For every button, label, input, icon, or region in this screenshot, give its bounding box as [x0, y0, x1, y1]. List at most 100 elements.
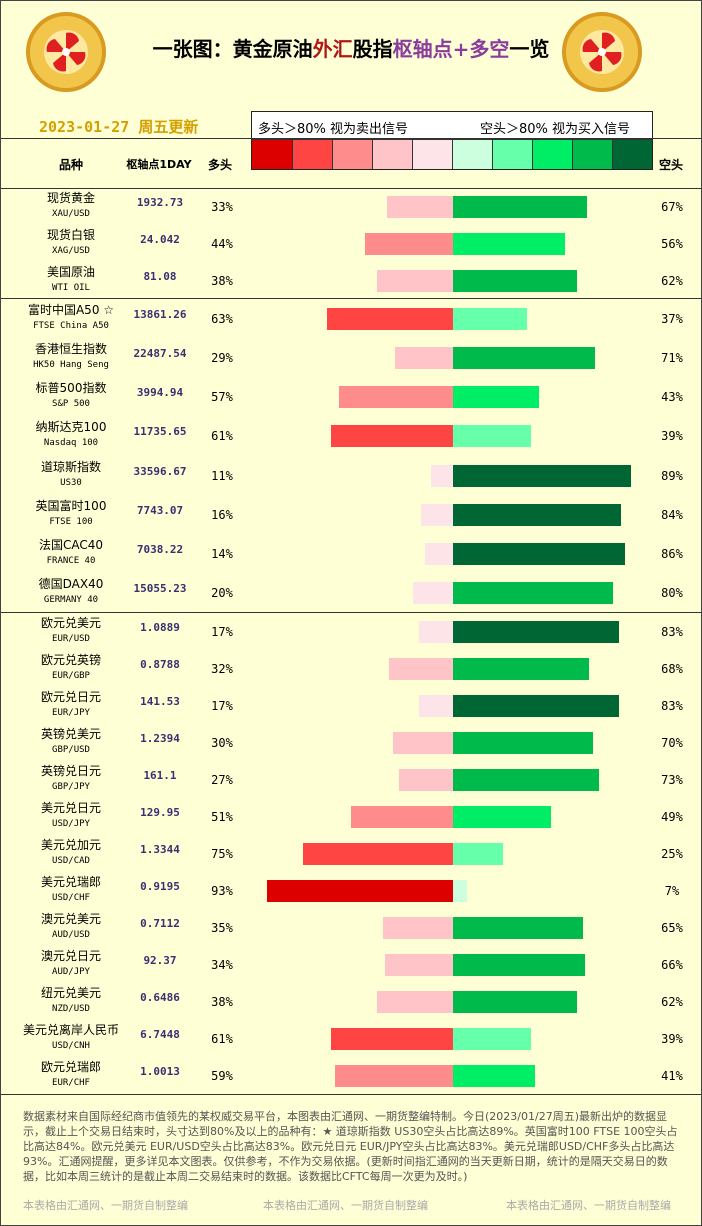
short-bar — [453, 620, 619, 643]
short-bar — [453, 582, 613, 605]
divider — [1, 138, 701, 139]
short-bar — [453, 386, 539, 409]
group-divider — [1, 298, 701, 299]
long-pct: 38% — [211, 994, 233, 1009]
legend-swatch — [492, 139, 532, 169]
instrument-code: GBP/USD — [52, 744, 90, 755]
long-bar — [413, 582, 453, 605]
pivot-value: 1.0013 — [140, 1064, 180, 1078]
legend-swatch — [452, 139, 492, 169]
pivot-value: 141.53 — [140, 694, 180, 708]
long-bar — [331, 425, 453, 448]
short-bar — [453, 233, 565, 255]
short-bar — [453, 307, 527, 330]
instrument-code: USD/JPY — [52, 818, 90, 829]
long-bar — [365, 233, 453, 255]
pivot-value: 1.3344 — [140, 842, 180, 856]
short-bar — [453, 425, 531, 448]
instrument-code: US30 — [60, 477, 82, 488]
long-pct: 38% — [211, 273, 233, 288]
short-bar — [453, 543, 625, 566]
short-bar — [453, 464, 631, 487]
instrument-name: 澳元兑美元 — [40, 911, 102, 926]
short-pct: 67% — [661, 200, 683, 215]
divider — [1, 1094, 701, 1095]
pivot-value: 0.8788 — [140, 657, 180, 671]
instrument-name: 德国DAX40 — [38, 577, 104, 592]
long-pct: 44% — [211, 237, 233, 251]
short-bar — [453, 346, 595, 369]
short-pct: 68% — [661, 661, 683, 676]
instrument-name: 欧元兑美元 — [40, 615, 102, 630]
short-pct: 71% — [661, 350, 683, 365]
short-bar — [453, 269, 577, 292]
pivot-value: 0.6486 — [140, 990, 180, 1004]
instrument-name: 香港恒生指数 — [34, 341, 108, 356]
long-bar — [387, 196, 453, 219]
instrument-code: GBP/JPY — [52, 781, 90, 792]
header-long: 多头 — [207, 158, 233, 172]
short-pct: 84% — [661, 507, 683, 522]
update-date: 2023-01-27 周五更新 — [39, 118, 199, 136]
instrument-code: USD/CHF — [52, 892, 90, 903]
instrument-name: 标普500指数 — [35, 381, 107, 396]
short-pct: 56% — [661, 237, 683, 251]
short-pct: 62% — [661, 273, 683, 288]
long-pct: 63% — [211, 311, 233, 326]
long-bar — [385, 953, 453, 976]
instrument-name: 美元兑加元 — [40, 837, 102, 852]
header-name: 品种 — [58, 158, 84, 172]
short-pct: 62% — [661, 994, 683, 1009]
long-bar — [331, 1027, 453, 1050]
instrument-name: 现货黄金 — [46, 191, 96, 206]
long-bar — [421, 503, 453, 526]
short-bar — [453, 694, 619, 717]
instrument-name: 富时中国A50 ☆ — [27, 302, 115, 317]
instrument-code: AUD/USD — [52, 929, 90, 940]
instrument-name: 现货白银 — [46, 228, 96, 242]
long-bar — [425, 543, 453, 566]
long-pct: 61% — [211, 429, 233, 444]
short-bar — [453, 196, 587, 219]
short-pct: 37% — [661, 311, 683, 326]
logo-left — [26, 12, 106, 92]
legend-swatch — [532, 139, 572, 169]
divider — [1, 188, 701, 189]
pivot-value: 161.1 — [143, 768, 177, 782]
long-pct: 20% — [211, 586, 233, 601]
title-part: 一览 — [509, 37, 550, 61]
instrument-code: NZD/USD — [52, 1003, 90, 1014]
legend-swatch — [332, 139, 372, 169]
legend-swatch — [412, 139, 452, 169]
instrument-code: EUR/JPY — [52, 707, 90, 718]
instrument-code: FTSE China A50 — [33, 320, 109, 331]
pivot-value: 7743.07 — [136, 503, 184, 517]
instrument-name: 英镑兑日元 — [40, 763, 102, 778]
long-bar — [383, 916, 453, 939]
long-bar — [267, 879, 453, 902]
footer-note: 数据素材来自国际经纪商市值领先的某权威交易平台，本图表由汇通网、一期货整编特制。… — [23, 1110, 678, 1183]
pivot-value: 22487.54 — [133, 346, 187, 360]
instrument-name: 欧元兑瑞郎 — [40, 1059, 102, 1074]
title: 一张图：黄金原油外汇股指枢轴点+多空一览 — [1, 33, 701, 62]
long-pct: 33% — [211, 200, 233, 215]
long-bar — [303, 842, 453, 865]
pivot-value: 11735.65 — [133, 425, 187, 439]
instrument-name: 道琼斯指数 — [40, 459, 102, 474]
legend-short-text: 空头＞80% 视为买入信号 — [480, 122, 631, 137]
pivot-value: 15055.23 — [133, 582, 187, 596]
long-bar — [351, 805, 453, 828]
short-pct: 25% — [661, 846, 683, 861]
instrument-code: EUR/USD — [52, 633, 90, 644]
long-pct: 14% — [211, 547, 233, 562]
instrument-name: 纳斯达克100 — [35, 420, 107, 435]
instrument-code: GERMANY 40 — [43, 595, 99, 606]
long-pct: 17% — [211, 698, 233, 713]
long-pct: 75% — [211, 846, 233, 861]
credit: 本表格由汇通网、一期货自制整编 — [506, 1199, 671, 1212]
instrument-name: 英镑兑美元 — [40, 726, 102, 741]
legend-swatch — [612, 139, 652, 169]
long-bar — [377, 269, 453, 292]
long-pct: 93% — [211, 883, 233, 898]
